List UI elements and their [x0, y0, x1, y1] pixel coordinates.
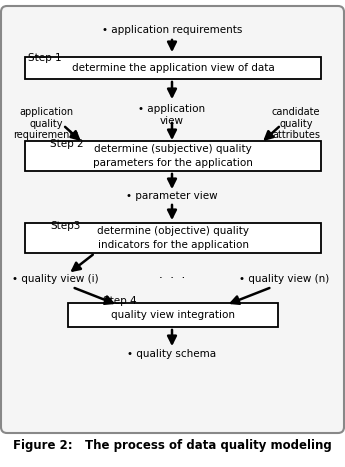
Text: candidate
quality
attributes: candidate quality attributes	[272, 107, 320, 140]
Text: ·  ·  ·: · · ·	[159, 273, 185, 285]
FancyBboxPatch shape	[1, 6, 344, 433]
Text: Step 2: Step 2	[50, 139, 83, 149]
FancyBboxPatch shape	[25, 141, 321, 171]
FancyBboxPatch shape	[25, 223, 321, 253]
Text: • application
view: • application view	[138, 104, 206, 126]
Text: determine (objective) quality
indicators for the application: determine (objective) quality indicators…	[97, 226, 249, 249]
Text: • quality view (n): • quality view (n)	[239, 274, 329, 284]
Text: quality view integration: quality view integration	[111, 310, 235, 320]
Text: • quality schema: • quality schema	[127, 349, 217, 359]
FancyBboxPatch shape	[68, 303, 278, 327]
Text: determine (subjective) quality
parameters for the application: determine (subjective) quality parameter…	[93, 144, 253, 168]
Text: Step3: Step3	[50, 221, 80, 231]
FancyBboxPatch shape	[25, 57, 321, 79]
Text: application
quality
requirements: application quality requirements	[13, 107, 79, 140]
Text: • parameter view: • parameter view	[126, 191, 218, 201]
Text: Step 1: Step 1	[28, 53, 62, 63]
Text: • application requirements: • application requirements	[102, 25, 242, 35]
Text: • quality view (i): • quality view (i)	[12, 274, 98, 284]
Text: Figure 2:   The process of data quality modeling: Figure 2: The process of data quality mo…	[13, 439, 332, 452]
Text: Step 4: Step 4	[103, 296, 137, 306]
Text: determine the application view of data: determine the application view of data	[72, 63, 274, 73]
